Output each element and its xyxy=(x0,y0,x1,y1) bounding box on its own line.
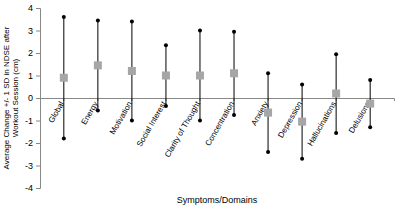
y-tick-mark xyxy=(36,8,40,9)
y-tick-label: -2 xyxy=(25,138,33,148)
y-tick-label: 1 xyxy=(28,71,33,81)
y-tick-label: 3 xyxy=(28,26,33,36)
x-tick-label: Concentration xyxy=(203,100,236,148)
x-tick: Energy xyxy=(80,98,100,126)
y-tick-label: 4 xyxy=(28,3,33,13)
x-axis: Global Energy MotivationSocial InterestCla… xyxy=(41,98,395,159)
y-tick-mark xyxy=(36,188,40,189)
x-tick: Motivation xyxy=(108,98,134,136)
error-cap xyxy=(266,71,270,75)
marker xyxy=(332,90,340,98)
error-cap xyxy=(368,125,372,129)
x-tick-label: Clarity of Thought xyxy=(163,99,203,159)
y-tick-mark xyxy=(36,143,40,144)
y-axis-line xyxy=(36,9,41,189)
chart: -4 -3 -2 -1 0 1 2 3 4 Global Energy MotivationSocia… xyxy=(0,0,400,207)
y-tick: 0 xyxy=(28,93,40,103)
marker xyxy=(298,118,306,126)
marker xyxy=(162,72,170,80)
error-cap xyxy=(130,119,134,123)
y-tick: -3 xyxy=(25,161,40,171)
error-cap xyxy=(300,157,304,161)
y-tick: 1 xyxy=(28,71,40,81)
y-tick: -4 xyxy=(25,183,40,193)
y-axis-title: Average Change +/- 1 SD in NDSE afterWor… xyxy=(2,26,20,169)
x-axis-title: Symptoms/Domains xyxy=(177,195,258,205)
marker xyxy=(196,72,204,80)
plot: -4 -3 -2 -1 0 1 2 3 4 Global Energy MotivationSocia… xyxy=(25,3,395,193)
y-tick-label: -1 xyxy=(25,116,33,126)
error-cap xyxy=(96,18,100,22)
marker xyxy=(264,109,272,117)
error-cap xyxy=(130,20,134,24)
y-tick: 2 xyxy=(28,48,40,58)
error-cap xyxy=(334,131,338,135)
marker xyxy=(366,100,374,108)
marks xyxy=(60,15,374,161)
x-tick-label: Global xyxy=(47,100,66,125)
x-tick-label: Motivation xyxy=(108,100,134,136)
x-tick: Global xyxy=(47,98,66,124)
error-cap xyxy=(300,83,304,87)
error-cap xyxy=(368,78,372,82)
x-tick-label: Energy xyxy=(80,100,100,126)
marker xyxy=(230,69,238,77)
error-cap xyxy=(198,119,202,123)
error-cap xyxy=(96,108,100,112)
y-tick-mark xyxy=(36,98,40,99)
y-tick-mark xyxy=(36,166,40,167)
y-tick: 4 xyxy=(28,3,40,13)
y-tick-label: 0 xyxy=(28,93,33,103)
y-tick-mark xyxy=(36,121,40,122)
y-tick: -2 xyxy=(25,138,40,148)
x-tick: Hallucinations xyxy=(306,98,339,148)
x-tick-label: Hallucinations xyxy=(306,100,339,148)
y-tick: -1 xyxy=(25,116,40,126)
y-tick-mark xyxy=(36,53,40,54)
error-cap xyxy=(62,15,66,19)
error-cap xyxy=(232,30,236,34)
y-tick-label: -4 xyxy=(25,183,33,193)
x-tick: Social Interest xyxy=(135,98,169,148)
y-axis: -4 -3 -2 -1 0 1 2 3 4 xyxy=(25,3,41,193)
error-cap xyxy=(164,104,168,108)
error-cap xyxy=(266,150,270,154)
marker xyxy=(94,61,102,69)
marker xyxy=(60,74,68,82)
x-tick-label: Social Interest xyxy=(135,99,169,148)
x-tick: Concentration xyxy=(203,98,236,148)
error-cap xyxy=(232,113,236,117)
y-tick: 3 xyxy=(28,26,40,36)
error-cap xyxy=(164,43,168,47)
y-axis-title-line: Average Change +/- 1 SD in NDSE after xyxy=(2,26,11,169)
y-tick-label: -3 xyxy=(25,161,33,171)
y-tick-mark xyxy=(36,76,40,77)
y-axis-title-line: Workout Session (cm) xyxy=(11,58,20,137)
x-axis-line xyxy=(41,99,395,102)
error-cap xyxy=(198,29,202,33)
y-tick-mark xyxy=(36,31,40,32)
error-cap xyxy=(62,137,66,141)
y-tick-label: 2 xyxy=(28,48,33,58)
x-tick: Clarity of Thought xyxy=(163,98,203,159)
marker xyxy=(128,67,136,75)
error-cap xyxy=(334,52,338,56)
